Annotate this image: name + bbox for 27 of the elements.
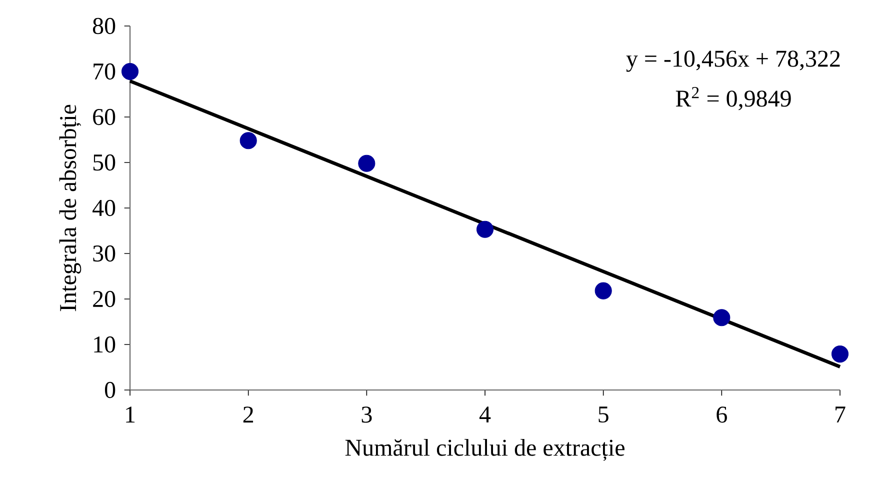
x-tick-label: 4 — [479, 406, 491, 422]
x-axis-title: Numărul ciclului de extracție — [345, 438, 624, 461]
y-tick-label: 50 — [93, 154, 116, 171]
y-tick-label: 60 — [93, 108, 116, 126]
y-tick-label: 40 — [92, 200, 116, 216]
x-tick-label: 7 — [836, 406, 846, 422]
annotation: R$^{2}$ = 0,9849 — [676, 87, 791, 110]
x-tick-label: 6 — [716, 406, 727, 423]
point — [831, 346, 849, 363]
y-tick-label: 80 — [92, 18, 116, 34]
y-tick-label: 10 — [94, 336, 116, 353]
x-tick-label: 2 — [243, 406, 254, 422]
point — [594, 282, 612, 300]
point — [121, 62, 139, 80]
y-axis-title: Integrala de absorbție — [59, 104, 82, 312]
y-tick-label: 30 — [93, 245, 116, 262]
x-tick-label: 5 — [598, 406, 608, 423]
x-tick-label: 1 — [126, 406, 135, 422]
point — [713, 309, 730, 326]
y-tick-label: 0 — [104, 382, 116, 398]
point — [240, 132, 257, 150]
point — [358, 154, 376, 172]
y-tick-label: 20 — [93, 290, 116, 308]
point — [476, 220, 494, 238]
y-tick-label: 70 — [94, 63, 116, 80]
x-tick-label: 3 — [362, 406, 372, 423]
annotation: y = -10,456x + 78,322 — [626, 50, 840, 72]
